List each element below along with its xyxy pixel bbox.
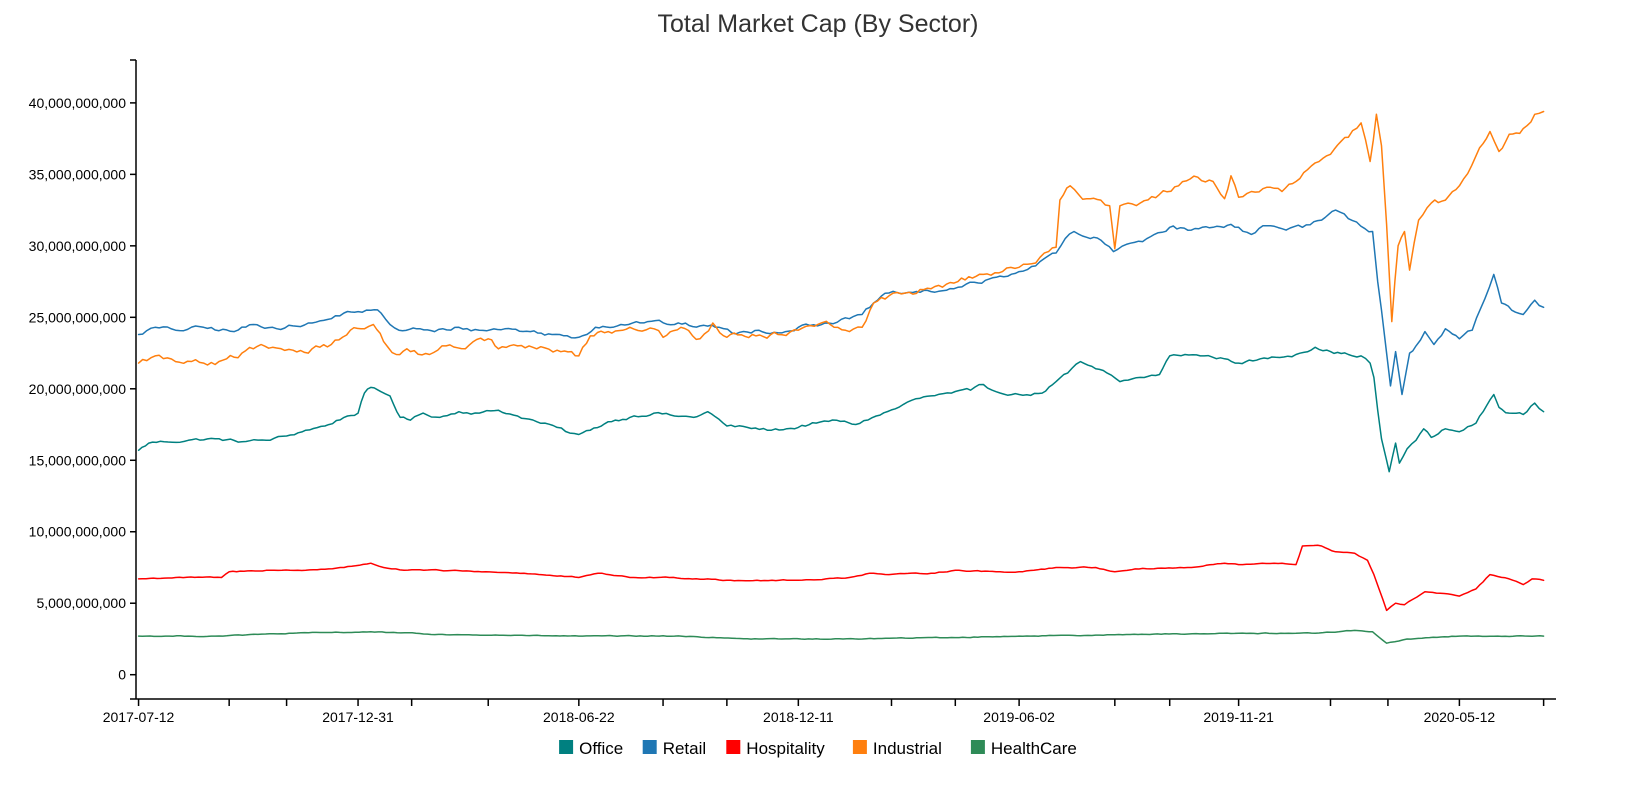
legend-label: Office [579, 739, 623, 758]
series-lines [137, 110, 1545, 644]
y-tick-label: 10,000,000,000 [29, 524, 127, 540]
series-line-retail [137, 209, 1545, 396]
y-tick-label: 30,000,000,000 [29, 238, 127, 254]
y-tick-label: 40,000,000,000 [29, 95, 127, 111]
y-tick-label: 5,000,000,000 [36, 595, 126, 611]
y-tick-label: 0 [118, 667, 126, 683]
series-line-hospitality [137, 544, 1545, 612]
x-tick-label: 2018-06-22 [543, 709, 615, 725]
y-tick-label: 15,000,000,000 [29, 452, 127, 468]
series-line-healthcare [137, 629, 1545, 644]
legend-item-retail: Retail [642, 739, 706, 758]
legend-swatch [642, 740, 657, 754]
legend-swatch [559, 740, 574, 754]
x-tick-label: 2019-11-21 [1203, 709, 1274, 725]
x-tick-label: 2017-07-12 [103, 709, 175, 725]
series-line-office [137, 346, 1545, 473]
legend-label: Hospitality [746, 739, 825, 758]
x-tick-label: 2017-12-31 [322, 709, 394, 725]
y-tick-label: 20,000,000,000 [29, 381, 127, 397]
legend-item-hospitality: Hospitality [726, 739, 825, 758]
x-tick-label: 2019-06-02 [983, 709, 1055, 725]
legend-swatch [726, 740, 741, 754]
legend-swatch [970, 740, 985, 754]
legend-item-industrial: Industrial [852, 739, 942, 758]
y-tick-label: 35,000,000,000 [29, 166, 127, 182]
y-axis: 0 5,000,000,000 10,000,000,000 15,000,000,0… [29, 59, 137, 699]
legend-label: Retail [663, 739, 706, 758]
legend: Office Retail Hospitality Industrial HealthC… [559, 739, 1077, 758]
legend-label: HealthCare [991, 739, 1077, 758]
legend-item-healthcare: HealthCare [970, 739, 1077, 758]
y-tick-label: 25,000,000,000 [29, 309, 127, 325]
legend-swatch [852, 740, 867, 754]
legend-item-office: Office [559, 739, 623, 758]
x-tick-label: 2020-05-12 [1424, 709, 1496, 725]
legend-label: Industrial [873, 739, 942, 758]
x-axis: 2017-07-12 2017-12-31 2018-06-22 2018-12-11… [103, 698, 1556, 725]
series-line-industrial [137, 110, 1545, 366]
x-tick-label: 2018-12-11 [763, 709, 834, 725]
chart-title: Total Market Cap (By Sector) [658, 10, 979, 38]
